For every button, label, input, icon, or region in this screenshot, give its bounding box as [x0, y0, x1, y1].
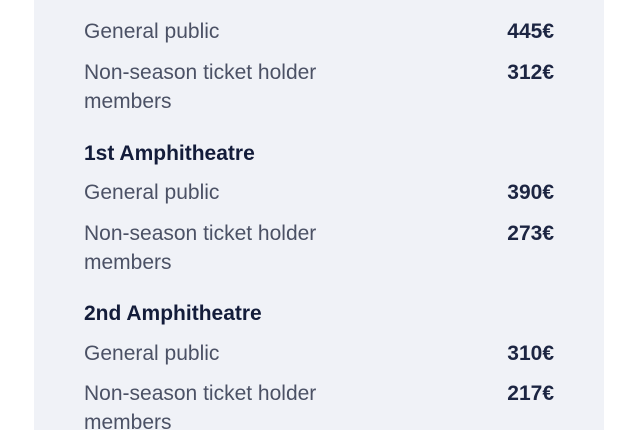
price-row-label: General public	[84, 20, 220, 43]
price-value: 445€	[507, 20, 554, 43]
price-row-label: Non-season ticket holder members	[84, 222, 317, 274]
price-list-panel	[34, 0, 604, 430]
price-value: 217€	[507, 382, 554, 405]
section-heading: 1st Amphitheatre	[84, 142, 255, 165]
price-row-label: Non-season ticket holder members	[84, 61, 317, 113]
price-row-label: General public	[84, 342, 220, 365]
price-row-label: Non-season ticket holder members	[84, 382, 317, 434]
price-value: 312€	[507, 61, 554, 84]
price-value: 273€	[507, 222, 554, 245]
price-row-label: General public	[84, 181, 220, 204]
section-heading: 2nd Amphitheatre	[84, 302, 262, 325]
price-value: 310€	[507, 342, 554, 365]
price-value: 390€	[507, 181, 554, 204]
